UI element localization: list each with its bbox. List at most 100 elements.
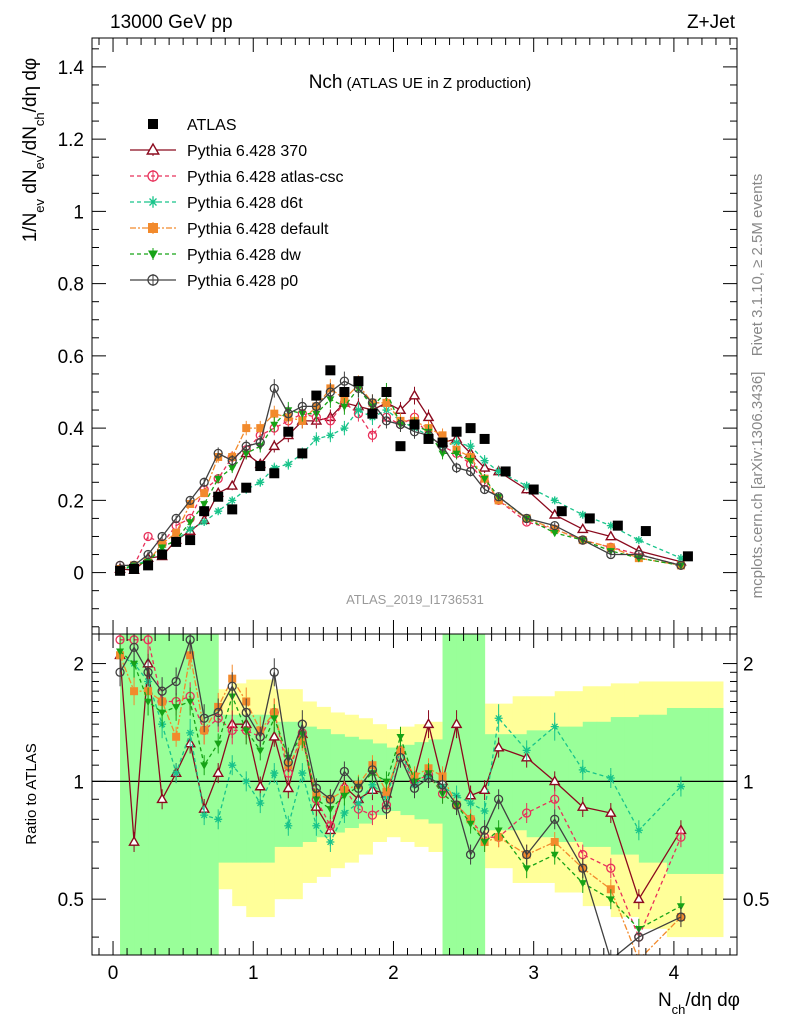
band-green <box>540 730 556 838</box>
ratio-point-d6t <box>340 809 349 818</box>
point-p0 <box>367 398 378 408</box>
ratio-point-d6t <box>606 774 615 783</box>
ratio-point-dw <box>144 698 153 706</box>
point-ATLAS <box>556 506 567 517</box>
main-plot-marks <box>114 365 693 576</box>
point-default <box>606 543 615 552</box>
point-d6t <box>466 442 475 451</box>
point-d6t <box>480 456 489 465</box>
ratio-point-p0 <box>493 794 504 804</box>
point-dw <box>270 421 279 429</box>
ratio-point-p370 <box>254 780 267 791</box>
ratio-plot-marks <box>92 634 737 955</box>
ratio-point-p0 <box>423 773 434 783</box>
ratio-line-p370 <box>119 655 682 901</box>
ratio-y-tick-label: 2 <box>73 655 84 676</box>
ratio-point-p0 <box>185 635 195 645</box>
point-p370 <box>394 403 407 414</box>
point-ATLAS <box>325 365 336 376</box>
point-d6t <box>186 525 195 534</box>
ratio-point-p0 <box>451 800 462 810</box>
point-d6t <box>270 463 279 472</box>
point-p0 <box>171 513 181 524</box>
point-d6t <box>340 424 349 433</box>
band-green <box>708 707 724 874</box>
y-tick-label: 0.4 <box>58 419 85 440</box>
ratio-point-atlascsc <box>522 808 532 818</box>
ratio-point-p370 <box>156 793 168 804</box>
point-dw <box>186 519 195 527</box>
ratio-point-atlascsc <box>676 832 686 842</box>
ratio-point-p0 <box>522 849 532 860</box>
point-ATLAS <box>297 448 308 459</box>
ratio-point-atlascsc <box>227 725 237 736</box>
point-dw <box>452 450 461 458</box>
x-tick-label: 0 <box>108 963 119 984</box>
ratio-point-default <box>550 837 559 846</box>
band-green <box>456 634 472 955</box>
ratio-point-d6t <box>676 782 685 791</box>
point-dw <box>200 501 209 509</box>
point-ATLAS <box>409 419 420 430</box>
point-ATLAS <box>437 437 448 448</box>
point-p370 <box>408 389 421 400</box>
point-atlascsc <box>367 430 378 440</box>
point-p0 <box>269 383 279 394</box>
ratio-point-dw <box>116 648 125 656</box>
point-ATLAS <box>171 536 182 547</box>
ratio-point-d6t <box>256 799 265 808</box>
band-green <box>610 717 626 855</box>
point-p370 <box>604 530 617 541</box>
ratio-point-p0 <box>157 686 167 696</box>
ratio-point-p0 <box>550 814 560 824</box>
ratio-point-atlascsc <box>367 810 378 820</box>
point-d6t <box>312 434 321 443</box>
point-default <box>270 409 279 418</box>
ratio-point-dw <box>326 806 335 814</box>
legend-label-atlascsc: Pythia 6.428 atlas-csc <box>187 169 344 186</box>
ratio-point-p0 <box>409 783 420 793</box>
point-ATLAS <box>255 461 266 472</box>
ratio-point-p0 <box>634 932 644 942</box>
ratio-point-atlascsc <box>325 821 336 831</box>
legend-label-d6t: Pythia 6.428 d6t <box>187 195 303 212</box>
ratio-point-p0 <box>479 825 490 835</box>
header-left: 13000 GeV pp <box>110 12 233 33</box>
ratio-y-tick-label: 1 <box>73 772 84 793</box>
ratio-point-p370 <box>478 783 491 794</box>
ratio-point-d6t <box>326 837 335 846</box>
y-tick-label: 1.2 <box>58 130 84 151</box>
point-p0 <box>451 463 462 473</box>
point-ATLAS <box>353 376 364 387</box>
point-ATLAS <box>500 466 511 477</box>
ratio-point-p0 <box>437 780 448 790</box>
rivet-label: Rivet 3.1.10, ≥ 2.5M events <box>749 174 766 357</box>
point-dw <box>466 457 475 466</box>
band-green <box>582 721 598 847</box>
point-d6t <box>494 467 503 476</box>
ratio-y-tick-label: 0.5 <box>58 890 84 911</box>
point-ATLAS <box>185 535 196 546</box>
ratio-axes: 0.5 0.5 1 1 2 2 0 1 2 3 4 <box>58 634 769 984</box>
point-p0 <box>143 549 153 560</box>
ratio-point-p370 <box>212 766 225 777</box>
ratio-line-default <box>119 655 682 955</box>
band-green <box>134 634 149 955</box>
x-tick-label: 3 <box>528 963 539 984</box>
ratio-point-p0 <box>578 863 588 873</box>
point-p0 <box>283 409 293 419</box>
ratio-point-p0 <box>227 681 237 691</box>
ratio-point-d6t <box>634 826 643 835</box>
point-ATLAS <box>227 504 238 515</box>
ratio-point-p0 <box>269 667 279 677</box>
point-p0 <box>213 448 223 459</box>
band-green <box>316 729 331 838</box>
ratio-point-dw <box>676 903 685 911</box>
ratio-point-p370 <box>282 782 295 793</box>
ratio-point-dw <box>130 660 139 668</box>
ratio-point-d6t <box>312 821 321 830</box>
point-p0 <box>339 376 350 386</box>
point-p0 <box>578 535 588 545</box>
point-d6t <box>550 496 559 505</box>
point-dw <box>158 544 167 552</box>
